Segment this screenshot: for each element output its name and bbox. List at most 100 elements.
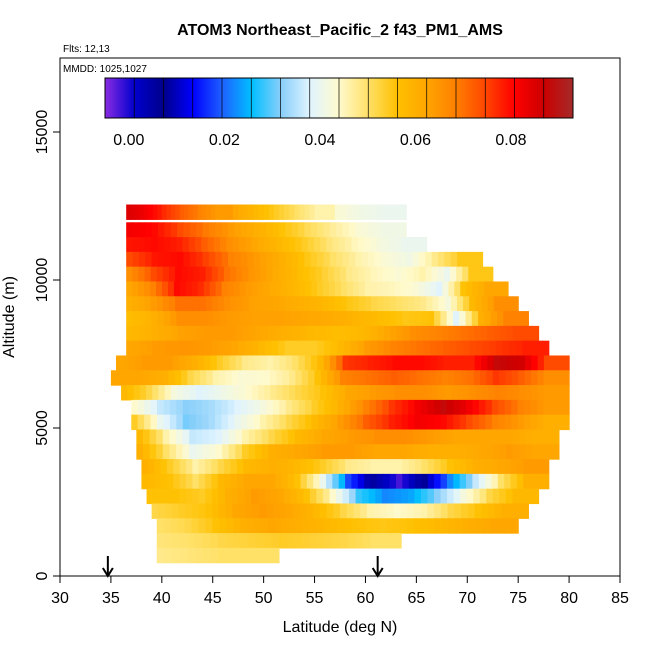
heatmap-cell	[361, 355, 369, 371]
heatmap-cell	[191, 281, 199, 297]
heatmap-cell	[350, 399, 358, 416]
heatmap-cell	[205, 503, 213, 519]
heatmap-cell	[419, 385, 427, 401]
heatmap-cell	[295, 385, 303, 401]
heatmap-cell	[288, 444, 296, 460]
heatmap-cell	[144, 281, 151, 297]
heatmap-cell	[406, 281, 414, 297]
heatmap-cell	[357, 459, 365, 475]
heatmap-cell	[389, 459, 397, 475]
heatmap-cell	[370, 237, 378, 253]
heatmap-cell	[524, 399, 532, 416]
heatmap-cell	[532, 488, 540, 505]
heatmap-cell	[506, 325, 514, 342]
heatmap-cell	[453, 399, 461, 416]
heatmap-cell	[170, 251, 178, 268]
heatmap-cell	[333, 266, 341, 283]
heatmap-cell	[151, 325, 159, 342]
heatmap-cell	[280, 325, 288, 342]
heatmap-cell	[446, 473, 454, 490]
heatmap-cell	[166, 355, 174, 371]
heatmap-cell	[532, 325, 540, 342]
heatmap-cell	[169, 444, 177, 460]
heatmap-cell	[219, 518, 227, 534]
heatmap-cell	[330, 414, 338, 431]
heatmap-cell	[346, 311, 354, 327]
heatmap-cell	[370, 473, 378, 490]
heatmap-cell	[457, 385, 464, 401]
heatmap-cell	[440, 311, 448, 327]
heatmap-cell	[342, 222, 350, 238]
heatmap-cell	[521, 503, 529, 519]
heatmap-cell	[426, 444, 435, 460]
heatmap-cell	[293, 325, 301, 342]
heatmap-cell	[408, 414, 416, 431]
heatmap-cell	[321, 444, 329, 460]
heatmap-cell	[510, 473, 518, 490]
heatmap-cell	[238, 340, 246, 357]
heatmap-cell	[364, 281, 372, 297]
heatmap-cell	[151, 311, 159, 327]
heatmap-cell	[138, 296, 146, 312]
heatmap-cell	[449, 340, 457, 357]
heatmap-cell	[181, 296, 189, 312]
heatmap-cell	[306, 473, 314, 490]
heatmap-cell	[305, 281, 312, 297]
heatmap-cell	[235, 325, 243, 342]
heatmap-cell	[166, 488, 174, 505]
heatmap-cell	[138, 251, 146, 268]
heatmap-cell	[226, 385, 234, 401]
heatmap-cell	[257, 237, 265, 253]
heatmap-cell	[339, 311, 347, 327]
heatmap-cell	[329, 251, 337, 268]
heatmap-cell	[220, 311, 228, 327]
heatmap-cell	[233, 533, 242, 549]
heatmap-cell	[316, 518, 325, 534]
heatmap-cell	[345, 385, 352, 401]
heatmap-cell	[406, 251, 414, 268]
heatmap-cell	[191, 355, 199, 371]
heatmap-cell	[466, 444, 474, 460]
heatmap-cell	[136, 444, 144, 460]
heatmap-cell	[294, 533, 303, 549]
heatmap-cell	[490, 311, 498, 327]
heatmap-cell	[457, 251, 465, 268]
heatmap-cell	[291, 251, 299, 268]
heatmap-cell	[371, 311, 379, 327]
heatmap-cell	[340, 204, 348, 220]
heatmap-cell	[267, 325, 275, 342]
heatmap-cell	[278, 251, 286, 268]
x-tick-label: 35	[102, 590, 120, 607]
heatmap-cell	[199, 266, 207, 283]
heatmap-cell	[126, 222, 134, 238]
heatmap-cell	[502, 340, 510, 357]
heatmap-cell	[499, 429, 507, 445]
heatmap-cell	[323, 251, 331, 268]
heatmap-cell	[177, 385, 184, 401]
heatmap-cell	[508, 503, 516, 519]
heatmap-cell	[175, 429, 184, 445]
heatmap-cell	[481, 296, 489, 312]
heatmap-cell	[434, 488, 442, 505]
heatmap-cell	[160, 473, 168, 490]
heatmap-cell	[441, 325, 449, 342]
heatmap-cell	[132, 340, 140, 357]
heatmap-cell	[137, 414, 145, 431]
x-tick-label: 50	[255, 590, 273, 607]
heatmap-cell	[291, 340, 299, 357]
heatmap-cell	[556, 399, 564, 416]
heatmap-cell	[491, 459, 499, 475]
heatmap-cell	[162, 296, 170, 312]
heatmap-cell	[126, 281, 133, 297]
heatmap-cell	[427, 399, 435, 416]
heatmap-cell	[442, 281, 449, 297]
heatmap-cell	[361, 222, 369, 238]
heatmap-cell	[211, 266, 219, 283]
heatmap-cell	[266, 266, 274, 283]
heatmap-cell	[405, 355, 413, 371]
heatmap-cell	[286, 503, 294, 519]
heatmap-cell	[142, 429, 151, 445]
heatmap-cell	[448, 325, 456, 342]
heatmap-cell	[235, 355, 243, 371]
